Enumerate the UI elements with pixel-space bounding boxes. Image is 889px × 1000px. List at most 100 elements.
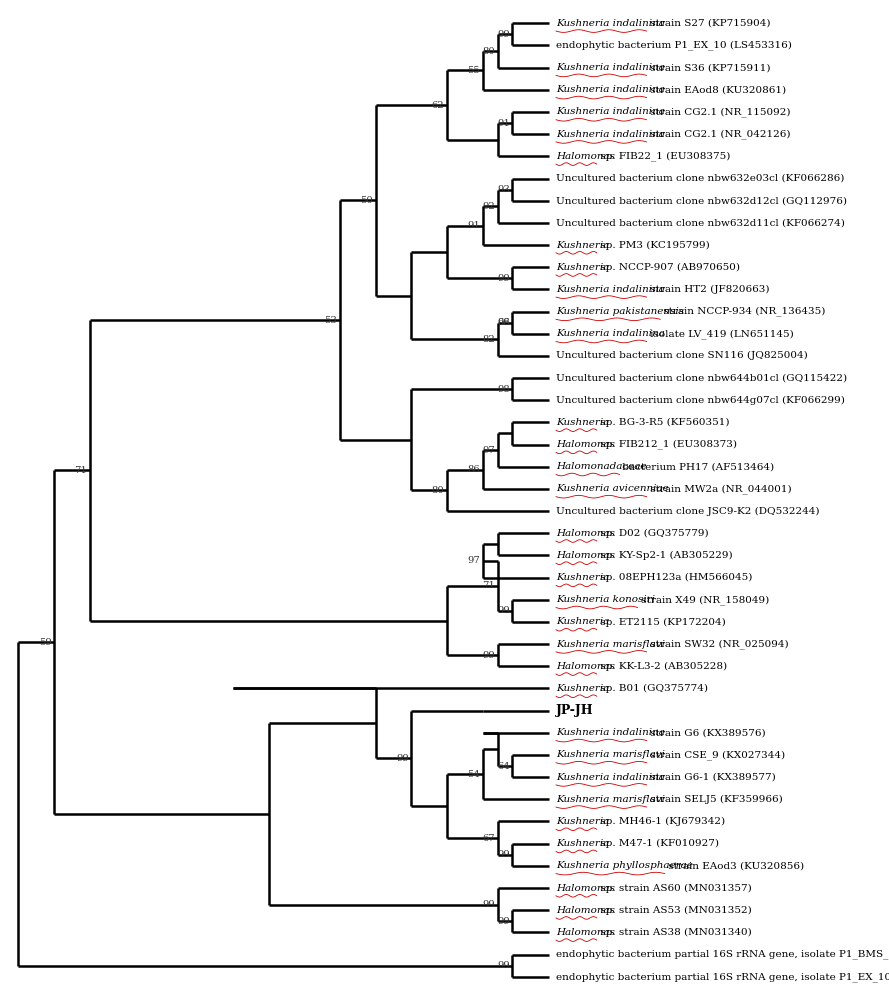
Text: Kushneria indalinina: Kushneria indalinina — [556, 773, 665, 782]
Text: endophytic bacterium partial 16S rRNA gene, isolate P1_BMS_3 (LS453314): endophytic bacterium partial 16S rRNA ge… — [556, 950, 889, 959]
Text: 64: 64 — [497, 762, 510, 771]
Text: 99: 99 — [497, 274, 510, 283]
Text: 66: 66 — [497, 318, 510, 327]
Text: Uncultured bacterium clone nbw644g07cl (KF066299): Uncultured bacterium clone nbw644g07cl (… — [556, 396, 845, 405]
Text: 99: 99 — [497, 961, 510, 970]
Text: 91: 91 — [468, 221, 480, 230]
Text: 80: 80 — [482, 47, 495, 56]
Text: sp. B01 (GQ375774): sp. B01 (GQ375774) — [597, 684, 708, 693]
Text: Kushneria phyllosphaerae: Kushneria phyllosphaerae — [556, 861, 693, 870]
Text: 99: 99 — [497, 30, 510, 39]
Text: endophytic bacterium partial 16S rRNA gene, isolate P1_EX_10 (LS453326): endophytic bacterium partial 16S rRNA ge… — [556, 972, 889, 982]
Text: 53: 53 — [324, 316, 337, 325]
Text: strain G6-1 (KX389577): strain G6-1 (KX389577) — [646, 773, 775, 782]
Text: 92: 92 — [482, 202, 495, 211]
Text: 80: 80 — [432, 486, 444, 495]
Text: Kushneria marisflavi: Kushneria marisflavi — [556, 750, 665, 759]
Text: Halomonas: Halomonas — [556, 662, 615, 671]
Text: sp. M47-1 (KF010927): sp. M47-1 (KF010927) — [597, 839, 719, 848]
Text: strain CSE_9 (KX027344): strain CSE_9 (KX027344) — [646, 750, 785, 760]
Text: Kushneria konosiri: Kushneria konosiri — [556, 595, 655, 604]
Text: strain HT2 (JF820663): strain HT2 (JF820663) — [646, 285, 769, 294]
Text: Kushneria avicenniae: Kushneria avicenniae — [556, 484, 669, 493]
Text: Kushneria: Kushneria — [556, 573, 609, 582]
Text: Kushneria indalinina: Kushneria indalinina — [556, 63, 665, 72]
Text: 99: 99 — [497, 606, 510, 615]
Text: 99: 99 — [482, 651, 495, 660]
Text: sp. strain AS38 (MN031340): sp. strain AS38 (MN031340) — [597, 928, 751, 937]
Text: sp. strain AS60 (MN031357): sp. strain AS60 (MN031357) — [597, 883, 751, 893]
Text: Kushneria marisflavi: Kushneria marisflavi — [556, 795, 665, 804]
Text: Uncultured bacterium clone SN116 (JQ825004): Uncultured bacterium clone SN116 (JQ8250… — [556, 351, 808, 360]
Text: Halomonas: Halomonas — [556, 928, 615, 937]
Text: sp. PM3 (KC195799): sp. PM3 (KC195799) — [597, 240, 709, 250]
Text: Uncultured bacterium clone nbw632e03cl (KF066286): Uncultured bacterium clone nbw632e03cl (… — [556, 174, 845, 183]
Text: sp. FIB212_1 (EU308373): sp. FIB212_1 (EU308373) — [597, 440, 737, 449]
Text: strain CG2.1 (NR_042126): strain CG2.1 (NR_042126) — [646, 129, 790, 139]
Text: sp. D02 (GQ375779): sp. D02 (GQ375779) — [597, 529, 709, 538]
Text: sp. KY-Sp2-1 (AB305229): sp. KY-Sp2-1 (AB305229) — [597, 551, 733, 560]
Text: strain S36 (KP715911): strain S36 (KP715911) — [646, 63, 770, 72]
Text: Kushneria indalinina: Kushneria indalinina — [556, 285, 665, 294]
Text: strain CG2.1 (NR_115092): strain CG2.1 (NR_115092) — [646, 107, 790, 117]
Text: 98: 98 — [497, 318, 510, 327]
Text: sp. KK-L3-2 (AB305228): sp. KK-L3-2 (AB305228) — [597, 662, 727, 671]
Text: 71: 71 — [482, 581, 495, 590]
Text: Kushneria: Kushneria — [556, 241, 609, 250]
Text: 62: 62 — [432, 101, 444, 110]
Text: isolate LV_419 (LN651145): isolate LV_419 (LN651145) — [646, 329, 793, 339]
Text: 97: 97 — [468, 556, 480, 565]
Text: Kushneria indalinina: Kushneria indalinina — [556, 728, 665, 737]
Text: 97: 97 — [482, 446, 495, 455]
Text: 59: 59 — [39, 638, 52, 647]
Text: Kushneria: Kushneria — [556, 839, 609, 848]
Text: 98: 98 — [497, 385, 510, 394]
Text: Halomonas: Halomonas — [556, 152, 615, 161]
Text: strain SW32 (NR_025094): strain SW32 (NR_025094) — [646, 639, 789, 649]
Text: 93: 93 — [497, 185, 510, 194]
Text: JP-JH: JP-JH — [556, 704, 594, 717]
Text: strain G6 (KX389576): strain G6 (KX389576) — [646, 728, 765, 737]
Text: bacterium PH17 (AF513464): bacterium PH17 (AF513464) — [620, 462, 774, 471]
Text: Kushneria marisflavi: Kushneria marisflavi — [556, 640, 665, 649]
Text: sp. FIB22_1 (EU308375): sp. FIB22_1 (EU308375) — [597, 151, 730, 161]
Text: Kushneria: Kushneria — [556, 817, 609, 826]
Text: 82: 82 — [482, 335, 495, 344]
Text: strain X49 (NR_158049): strain X49 (NR_158049) — [637, 595, 769, 605]
Text: Uncultured bacterium clone nbw632d11cl (KF066274): Uncultured bacterium clone nbw632d11cl (… — [556, 218, 845, 227]
Text: Uncultured bacterium clone nbw632d12cl (GQ112976): Uncultured bacterium clone nbw632d12cl (… — [556, 196, 847, 205]
Text: 67: 67 — [483, 834, 495, 843]
Text: Kushneria indalinina: Kushneria indalinina — [556, 107, 665, 116]
Text: strain SELJ5 (KF359966): strain SELJ5 (KF359966) — [646, 795, 782, 804]
Text: Kushneria: Kushneria — [556, 684, 609, 693]
Text: Halomonas: Halomonas — [556, 884, 615, 893]
Text: strain MW2a (NR_044001): strain MW2a (NR_044001) — [646, 484, 791, 494]
Text: Halomonas: Halomonas — [556, 440, 615, 449]
Text: 99: 99 — [497, 917, 510, 926]
Text: strain S27 (KP715904): strain S27 (KP715904) — [646, 19, 770, 28]
Text: sp. BG-3-R5 (KF560351): sp. BG-3-R5 (KF560351) — [597, 418, 729, 427]
Text: Kushneria indalinina: Kushneria indalinina — [556, 130, 665, 139]
Text: sp. NCCP-907 (AB970650): sp. NCCP-907 (AB970650) — [597, 263, 740, 272]
Text: strain NCCP-934 (NR_136435): strain NCCP-934 (NR_136435) — [661, 307, 826, 316]
Text: Uncultured bacterium clone JSC9-K2 (DQ532244): Uncultured bacterium clone JSC9-K2 (DQ53… — [556, 507, 820, 516]
Text: 54: 54 — [468, 770, 480, 779]
Text: Halomonadaceae: Halomonadaceae — [556, 462, 646, 471]
Text: 99: 99 — [482, 900, 495, 909]
Text: Kushneria indalinina: Kushneria indalinina — [556, 19, 665, 28]
Text: Kushneria indalinina: Kushneria indalinina — [556, 329, 665, 338]
Text: Kushneria: Kushneria — [556, 418, 609, 427]
Text: 99: 99 — [497, 850, 510, 859]
Text: sp. MH46-1 (KJ679342): sp. MH46-1 (KJ679342) — [597, 817, 725, 826]
Text: Uncultured bacterium clone nbw644b01cl (GQ115422): Uncultured bacterium clone nbw644b01cl (… — [556, 374, 847, 383]
Text: Kushneria pakistanensis: Kushneria pakistanensis — [556, 307, 685, 316]
Text: Halomonas: Halomonas — [556, 529, 615, 538]
Text: Kushneria indalinina: Kushneria indalinina — [556, 85, 665, 94]
Text: strain EAod8 (KU320861): strain EAod8 (KU320861) — [646, 85, 786, 94]
Text: sp. ET2115 (KP172204): sp. ET2115 (KP172204) — [597, 617, 725, 627]
Text: 71: 71 — [75, 466, 87, 475]
Text: 55: 55 — [468, 66, 480, 75]
Text: Kushneria: Kushneria — [556, 263, 609, 272]
Text: strain EAod3 (KU320856): strain EAod3 (KU320856) — [665, 861, 804, 870]
Text: 99: 99 — [396, 754, 409, 763]
